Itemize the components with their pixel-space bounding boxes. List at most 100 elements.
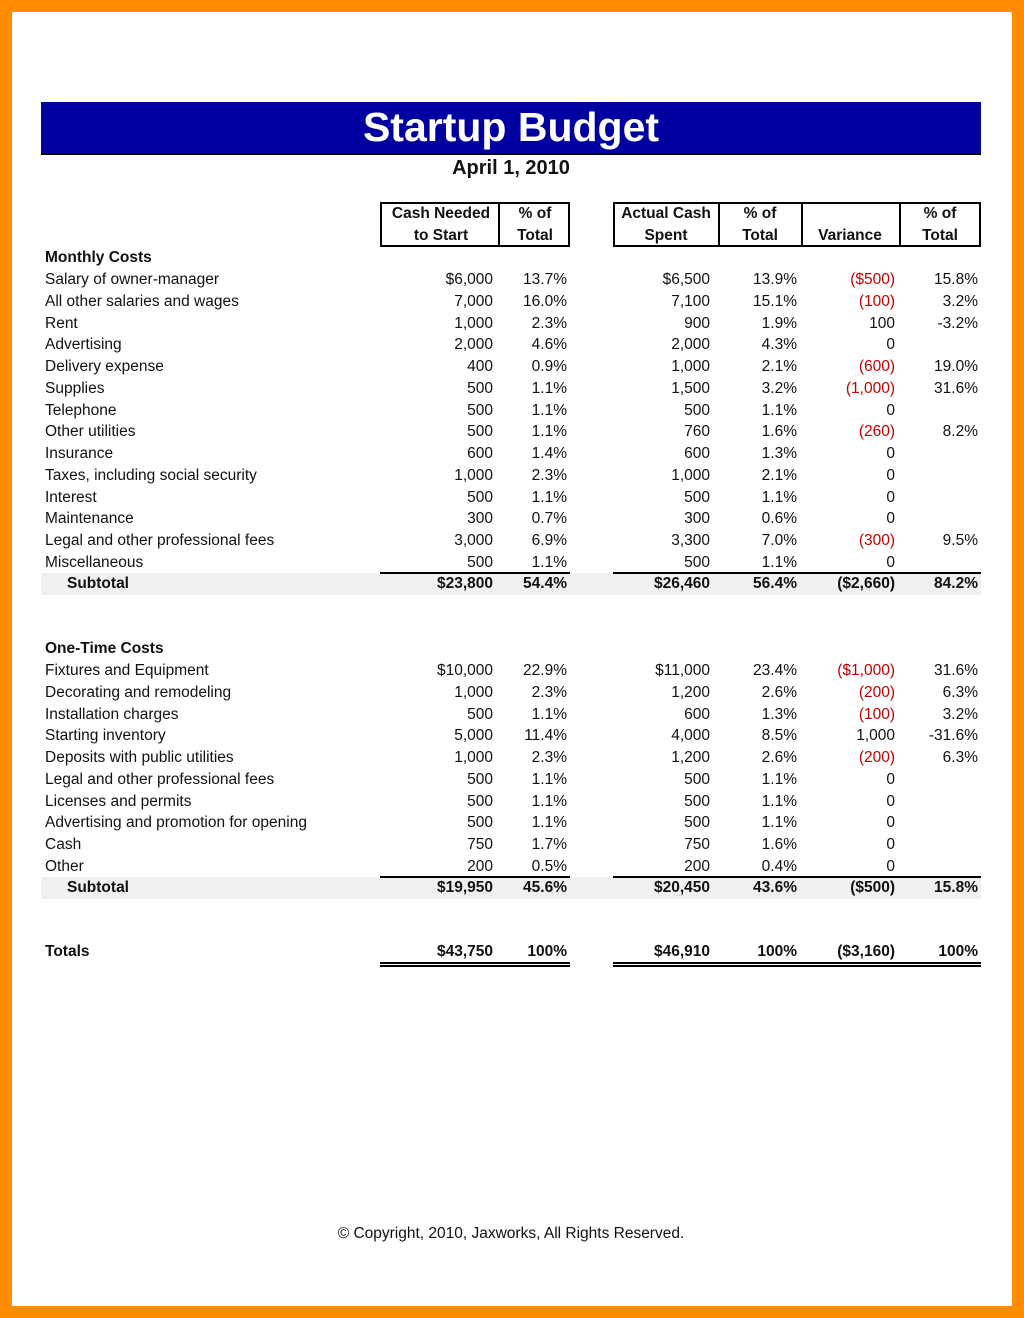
header-border (380, 202, 382, 247)
row-label: Salary of owner-manager (45, 271, 220, 288)
row-cell: 1,000 (671, 466, 710, 484)
column-header: Cash Needed (391, 205, 491, 222)
row-cell: 300 (467, 510, 493, 528)
row-cell: 2.3% (531, 314, 567, 332)
row-cell: 600 (467, 445, 493, 462)
row-cell: 1.1% (531, 705, 567, 723)
row-cell: 500 (684, 770, 710, 788)
row-cell: 1.3% (761, 445, 797, 462)
row-cell: 1.1% (531, 770, 567, 788)
row-cell: 0 (886, 814, 895, 832)
row-cell: 0 (886, 336, 895, 354)
row-cell: 2.3% (531, 466, 567, 484)
row-cell: 4.3% (761, 336, 797, 354)
row-cell: 3.2% (761, 379, 797, 397)
row-cell: 1.1% (761, 553, 797, 571)
row-label: Rent (45, 314, 78, 332)
header-border (613, 202, 981, 204)
header-border (380, 202, 570, 204)
total-rule (613, 962, 981, 964)
row-cell: $10,000 (436, 662, 493, 679)
footer: © Copyright, 2010, Jaxworks, All Rights … (337, 1225, 685, 1242)
row-cell: 500 (467, 553, 493, 571)
row-cell: ($500) (850, 271, 895, 288)
row-label: Other (45, 858, 84, 876)
row-cell: (100) (858, 705, 895, 723)
row-label: Advertising and promotion for opening (45, 814, 307, 832)
row-cell: 0 (886, 553, 895, 571)
subtotal-cell: $26,460 (653, 575, 710, 592)
row-cell: 500 (684, 401, 710, 419)
header-border (613, 245, 981, 247)
column-header: Total (922, 227, 958, 244)
column-header: % of (743, 205, 777, 222)
total-cell: $46,910 (653, 943, 710, 960)
row-cell: 22.9% (523, 662, 567, 679)
row-cell: 500 (467, 379, 493, 397)
row-label: Cash (45, 836, 82, 854)
section-heading: Monthly Costs (45, 249, 152, 266)
header-border (899, 202, 901, 247)
row-cell: 0.6% (761, 510, 797, 528)
row-label: Licenses and permits (45, 792, 192, 810)
subtotal-cell: 56.4% (753, 575, 797, 592)
total-cell: 100% (527, 943, 567, 960)
row-cell: 2,000 (671, 336, 710, 354)
row-cell: $6,000 (445, 271, 493, 288)
row-cell: 1,000 (454, 466, 493, 484)
subtotal-label: Subtotal (67, 575, 129, 592)
row-cell: 600 (684, 705, 710, 723)
row-cell: 7,000 (454, 292, 493, 310)
row-cell: 0 (886, 770, 895, 788)
subtotal-cell: 54.4% (523, 575, 567, 592)
row-cell: 1,000 (454, 314, 493, 332)
header-border (979, 202, 981, 247)
row-cell: 5,000 (454, 727, 493, 745)
total-cell: $43,750 (436, 943, 493, 960)
row-cell: 3.2% (942, 705, 978, 723)
column-header: Total (742, 227, 778, 244)
column-header: to Start (413, 227, 469, 244)
row-cell: 6.9% (531, 532, 567, 549)
row-cell: 0 (886, 466, 895, 484)
row-cell: 750 (467, 836, 493, 854)
row-cell: 3,300 (671, 532, 710, 549)
row-cell: 3.2% (942, 292, 978, 310)
subtotal-cell: 45.6% (523, 879, 567, 896)
row-cell: 2.1% (761, 466, 797, 484)
column-header: % of (518, 205, 552, 222)
row-cell: $11,000 (655, 662, 710, 679)
subtotal-label: Subtotal (67, 879, 129, 896)
column-header: % of (923, 205, 957, 222)
total-label: Totals (45, 943, 90, 960)
row-label: Maintenance (45, 510, 134, 528)
header-border (613, 202, 615, 247)
row-cell: 0 (886, 792, 895, 810)
row-cell: 1.6% (761, 836, 797, 854)
row-cell: 23.4% (753, 662, 797, 679)
row-cell: 500 (684, 488, 710, 506)
row-label: Telephone (45, 401, 117, 419)
total-rule (380, 965, 570, 967)
row-cell: (300) (858, 532, 895, 549)
row-cell: 500 (467, 423, 493, 441)
row-cell: 1,500 (671, 379, 710, 397)
row-cell: 1.1% (531, 814, 567, 832)
row-cell: 500 (467, 401, 493, 419)
row-cell: 1.1% (531, 553, 567, 571)
date: April 1, 2010 (452, 157, 570, 179)
row-cell: 1.7% (531, 836, 567, 854)
column-header: Spent (644, 227, 688, 244)
total-cell: ($3,160) (837, 943, 895, 960)
row-cell: 500 (684, 814, 710, 832)
row-cell: 7,100 (671, 292, 710, 310)
row-cell: 200 (467, 858, 493, 876)
row-cell: 1.1% (531, 401, 567, 419)
row-cell: 1.4% (531, 445, 567, 462)
subtotal-cell: $19,950 (436, 879, 493, 896)
row-cell: 500 (467, 814, 493, 832)
row-cell: 1.1% (761, 770, 797, 788)
row-cell: (100) (858, 292, 895, 310)
row-cell: 500 (467, 705, 493, 723)
row-cell: (200) (858, 683, 895, 701)
